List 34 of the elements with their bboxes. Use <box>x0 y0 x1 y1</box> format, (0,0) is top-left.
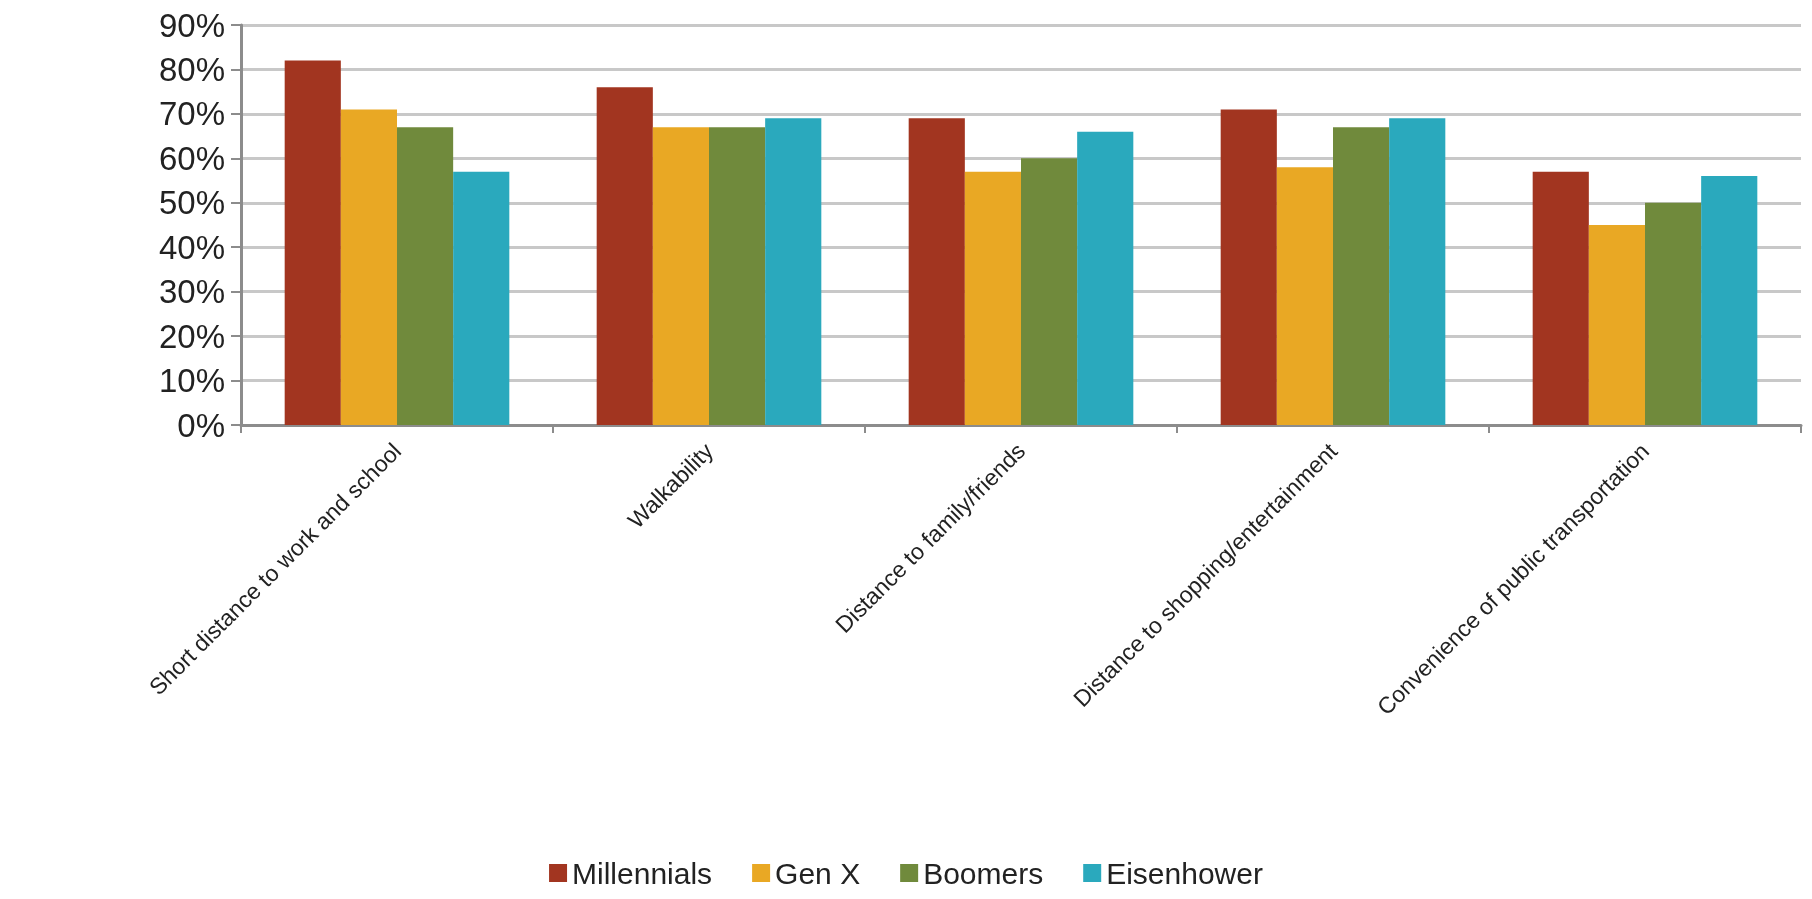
legend-label: Eisenhower <box>1106 856 1263 890</box>
bar <box>1389 118 1446 425</box>
bar <box>1532 171 1589 425</box>
bar <box>1021 158 1078 425</box>
bar <box>453 171 510 425</box>
legend-label: Millennials <box>572 856 713 890</box>
y-tick-label: 40% <box>158 228 225 266</box>
y-tick-label: 50% <box>158 184 225 222</box>
legend-label: Boomers <box>923 856 1044 890</box>
y-tick-label: 90% <box>158 6 225 44</box>
bar <box>908 118 965 425</box>
bar <box>1220 109 1277 425</box>
y-tick-label: 60% <box>158 139 225 177</box>
y-tick-label: 20% <box>158 317 225 355</box>
y-tick-label: 70% <box>158 95 225 133</box>
bar <box>397 127 454 425</box>
bar <box>1276 167 1333 425</box>
legend-label: Gen X <box>775 856 861 890</box>
y-tick-label: 30% <box>158 273 225 311</box>
bar <box>964 171 1021 425</box>
bar <box>1588 225 1645 425</box>
bar <box>652 127 709 425</box>
y-tick-label: 10% <box>158 362 225 400</box>
bar <box>1701 176 1758 425</box>
bar <box>1077 131 1134 425</box>
y-tick-label: 80% <box>158 50 225 88</box>
bar <box>340 109 397 425</box>
bar <box>709 127 766 425</box>
bar <box>1645 202 1702 425</box>
bar <box>284 60 341 425</box>
bar <box>765 118 822 425</box>
y-tick-label: 0% <box>177 406 225 444</box>
bar <box>1333 127 1390 425</box>
bar <box>596 87 653 425</box>
